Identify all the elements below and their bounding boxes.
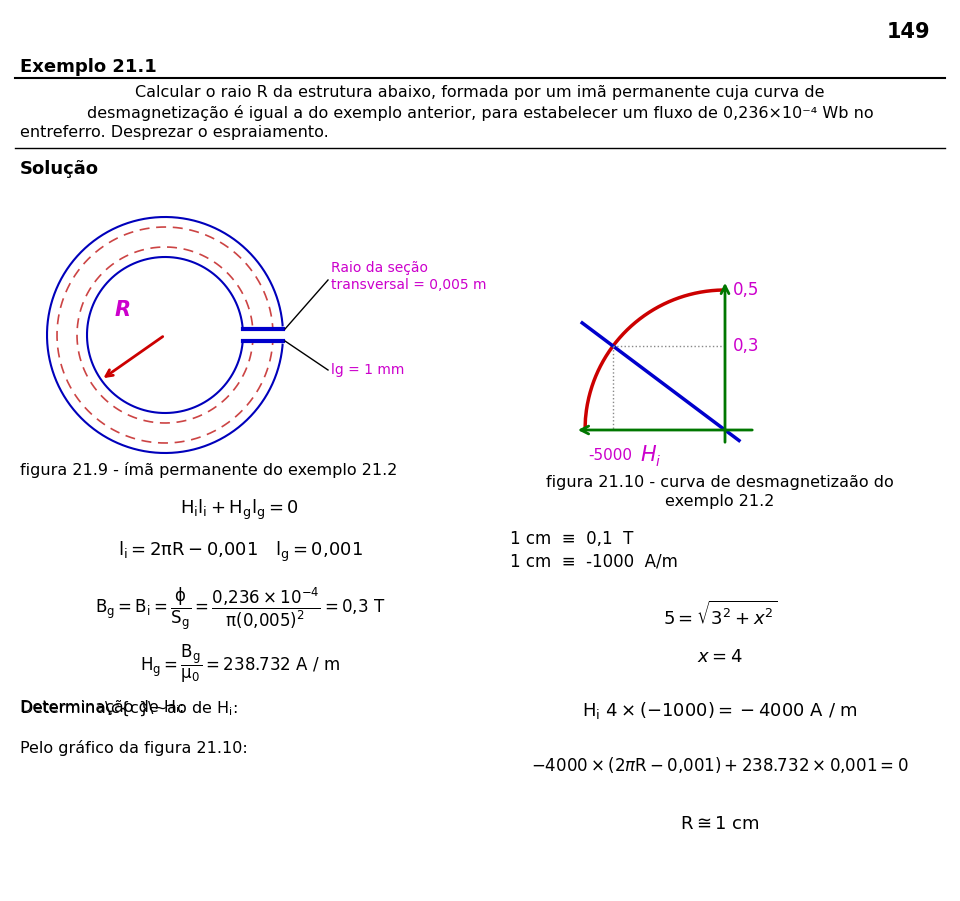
Text: Determina\c{c}\~ao de $\mathrm{H_i}$:: Determina\c{c}\~ao de $\mathrm{H_i}$: <box>20 700 238 718</box>
Text: desmagnetização é igual a do exemplo anterior, para estabelecer um fluxo de 0,23: desmagnetização é igual a do exemplo ant… <box>86 105 874 121</box>
Text: 149: 149 <box>886 22 930 42</box>
Text: $-4000\times(2\pi\mathrm{R} - 0{,}001) + 238.732\times0{,}001 = 0$: $-4000\times(2\pi\mathrm{R} - 0{,}001) +… <box>531 755 909 775</box>
Text: $\mathrm{l_i = 2\pi R - 0{,}001 \quad l_g = 0{,}001}$: $\mathrm{l_i = 2\pi R - 0{,}001 \quad l_… <box>117 540 363 564</box>
Text: $\mathrm{H_g = \dfrac{B_g}{\mu_0} = 238.732\ A\ /\ m}$: $\mathrm{H_g = \dfrac{B_g}{\mu_0} = 238.… <box>140 643 340 685</box>
Text: 1 cm  ≡  -1000  A/m: 1 cm ≡ -1000 A/m <box>510 553 678 571</box>
Text: H: H <box>640 445 656 465</box>
Text: transversal = 0,005 m: transversal = 0,005 m <box>331 278 487 292</box>
Text: exemplo 21.2: exemplo 21.2 <box>665 494 775 509</box>
Text: Exemplo 21.1: Exemplo 21.1 <box>20 58 156 76</box>
Text: i: i <box>656 455 660 469</box>
Text: R: R <box>115 300 132 320</box>
Text: $5 = \sqrt{3^2 + x^2}$: $5 = \sqrt{3^2 + x^2}$ <box>662 600 778 628</box>
Text: Pelo gráfico da figura 21.10:: Pelo gráfico da figura 21.10: <box>20 740 248 756</box>
Text: Raio da seção: Raio da seção <box>331 261 428 275</box>
Text: $\mathrm{H_i l_i + H_g l_g = 0}$: $\mathrm{H_i l_i + H_g l_g = 0}$ <box>180 498 300 523</box>
Text: Determinação de Hᵢ:: Determinação de Hᵢ: <box>20 700 184 715</box>
Text: 1 cm  ≡  0,1  T: 1 cm ≡ 0,1 T <box>510 530 634 548</box>
Text: Calcular o raio R da estrutura abaixo, formada por um imã permanente cuja curva : Calcular o raio R da estrutura abaixo, f… <box>135 85 825 100</box>
Text: 0,5: 0,5 <box>733 281 759 299</box>
Text: figura 21.9 - ímã permanente do exemplo 21.2: figura 21.9 - ímã permanente do exemplo … <box>20 462 397 478</box>
Text: $x = 4$: $x = 4$ <box>697 648 743 666</box>
Text: Solução: Solução <box>20 160 99 178</box>
Text: 0,3: 0,3 <box>733 337 759 355</box>
Text: entreferro. Desprezar o espraiamento.: entreferro. Desprezar o espraiamento. <box>20 125 328 140</box>
Text: lg = 1 mm: lg = 1 mm <box>331 363 404 377</box>
Text: -5000: -5000 <box>588 448 632 463</box>
Text: figura 21.10 - curva de desmagnetizaão do: figura 21.10 - curva de desmagnetizaão d… <box>546 475 894 490</box>
Text: $\mathrm{R \cong 1\ cm}$: $\mathrm{R \cong 1\ cm}$ <box>680 815 760 833</box>
Text: $\mathrm{H_i\ 4\times(-1000) = -4000\ A\ /\ m}$: $\mathrm{H_i\ 4\times(-1000) = -4000\ A\… <box>582 700 858 721</box>
Text: $\mathrm{B_g = B_i = \dfrac{\phi}{S_g} = \dfrac{0{,}236\times10^{-4}}{\pi(0{,}00: $\mathrm{B_g = B_i = \dfrac{\phi}{S_g} =… <box>95 585 385 632</box>
